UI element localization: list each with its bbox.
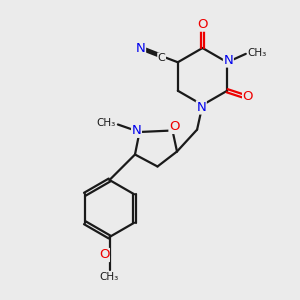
Text: CH₃: CH₃ — [248, 48, 267, 58]
Text: N: N — [132, 124, 141, 137]
Text: N: N — [196, 101, 206, 114]
Text: CH₃: CH₃ — [96, 118, 116, 128]
Text: N: N — [136, 42, 146, 55]
Text: CH₃: CH₃ — [100, 272, 119, 282]
Text: N: N — [224, 54, 233, 67]
Text: O: O — [169, 120, 179, 134]
Text: O: O — [99, 248, 109, 262]
Text: O: O — [197, 18, 208, 31]
Text: O: O — [243, 90, 253, 103]
Text: C: C — [158, 53, 166, 63]
